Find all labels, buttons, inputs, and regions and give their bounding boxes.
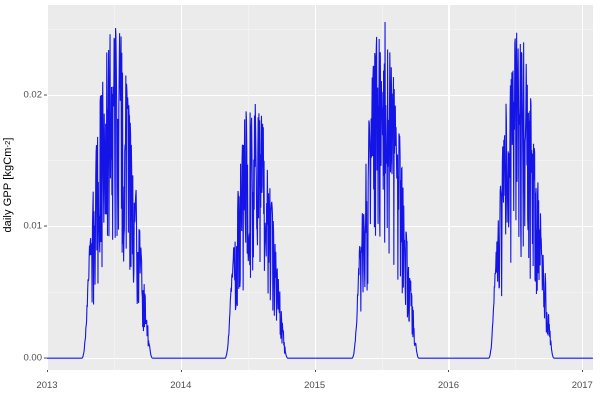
data-series-line xyxy=(47,22,593,359)
x-tick-mark xyxy=(180,369,182,372)
gridline-vertical-major xyxy=(180,5,182,370)
gridline-vertical-major xyxy=(314,5,316,370)
gridline-horizontal-major xyxy=(47,94,593,96)
gridline-horizontal-minor xyxy=(47,28,593,30)
y-tick-mark xyxy=(44,94,47,96)
x-tick-label: 2016 xyxy=(437,380,460,391)
y-tick-label: 0.01 xyxy=(23,220,43,232)
gridline-vertical-major xyxy=(582,5,584,370)
y-axis-tick-labels: 0.00 0.01 0.02 xyxy=(16,0,43,400)
x-tick-mark xyxy=(582,369,584,372)
gridline-vertical-major xyxy=(448,5,450,370)
x-tick-label: 2014 xyxy=(170,380,192,391)
gridline-vertical-major xyxy=(47,5,49,370)
gridline-vertical-minor xyxy=(381,5,383,370)
plot-panel xyxy=(47,5,593,370)
x-tick-mark xyxy=(448,369,450,372)
gridline-horizontal-minor xyxy=(47,292,593,293)
y-tick-label: 0.02 xyxy=(23,89,43,101)
x-tick-mark xyxy=(47,369,48,372)
gridline-horizontal-minor xyxy=(47,160,593,162)
x-tick-mark xyxy=(314,369,316,372)
x-tick-label: 2013 xyxy=(36,380,58,391)
gridline-vertical-minor xyxy=(113,5,115,370)
gridline-horizontal-major xyxy=(47,226,593,228)
x-tick-label: 2017 xyxy=(571,380,593,391)
y-tick-mark xyxy=(44,357,47,359)
y-tick-label: 0.00 xyxy=(23,352,43,364)
y-tick-mark xyxy=(44,225,47,227)
x-tick-label: 2015 xyxy=(304,380,326,391)
